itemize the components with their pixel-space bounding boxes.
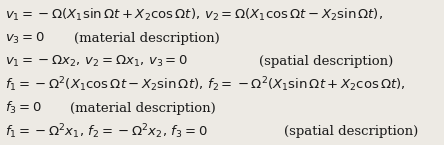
Text: $f_1 = -\Omega^2(X_1 \cos\Omega t - X_2 \sin\Omega t),\, f_2 = -\Omega^2(X_1 \si: $f_1 = -\Omega^2(X_1 \cos\Omega t - X_2 … [5, 76, 406, 94]
Text: (spatial description): (spatial description) [267, 125, 418, 138]
Text: (spatial description): (spatial description) [242, 55, 393, 68]
Text: $f_3 = 0$: $f_3 = 0$ [5, 100, 42, 116]
Text: $v_3 = 0$: $v_3 = 0$ [5, 31, 45, 46]
Text: (material description): (material description) [57, 32, 219, 45]
Text: $f_1 = -\Omega^2 x_1,\, f_2 = -\Omega^2 x_2,\, f_3 = 0$: $f_1 = -\Omega^2 x_1,\, f_2 = -\Omega^2 … [5, 123, 208, 141]
Text: (material description): (material description) [53, 102, 215, 115]
Text: $v_1 = -\Omega x_2,\, v_2 = \Omega x_1,\, v_3 = 0$: $v_1 = -\Omega x_2,\, v_2 = \Omega x_1,\… [5, 54, 189, 69]
Text: $v_1 = -\Omega(X_1 \sin\Omega t + X_2 \cos\Omega t),\, v_2 = \Omega(X_1 \cos\Ome: $v_1 = -\Omega(X_1 \sin\Omega t + X_2 \c… [5, 7, 383, 23]
